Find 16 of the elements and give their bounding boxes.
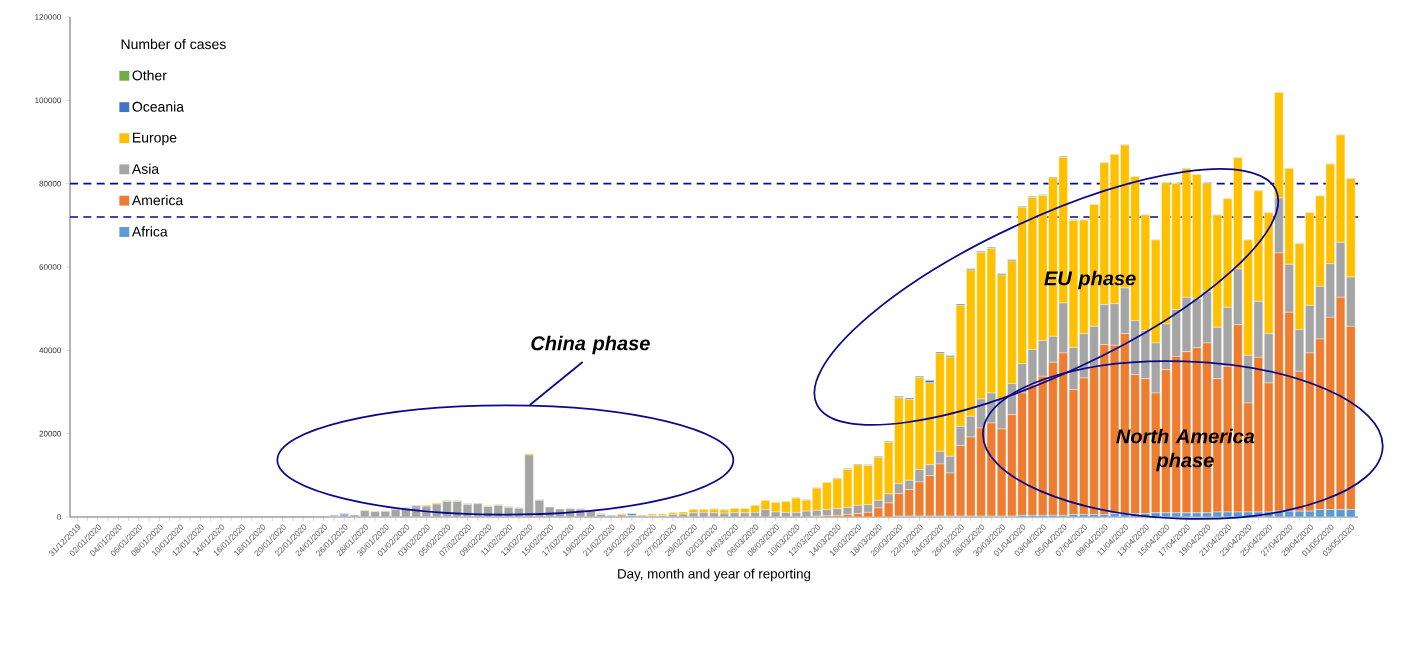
y-tick-label: 80000 bbox=[39, 180, 61, 187]
y-tick-label: 120000 bbox=[35, 14, 61, 20]
x-axis-title: Day, month and year of reporting bbox=[618, 568, 811, 582]
y-tick-label: 40000 bbox=[39, 347, 61, 354]
legend-label: Oceania bbox=[132, 101, 185, 112]
legend-label: Asia bbox=[131, 163, 160, 174]
legend-label: America bbox=[131, 194, 184, 206]
y-tick-label: 60000 bbox=[39, 264, 61, 270]
y-tick-label: 0 bbox=[57, 514, 61, 520]
y-tick-label: 100000 bbox=[35, 97, 61, 104]
y-tick-label: 20000 bbox=[39, 430, 61, 437]
legend-label: Other bbox=[132, 70, 167, 81]
legend-label: Europe bbox=[133, 132, 177, 146]
annotation: China phase bbox=[531, 335, 650, 355]
legend-title: Number of cases bbox=[121, 38, 226, 50]
legend-label: Africa bbox=[131, 226, 168, 237]
